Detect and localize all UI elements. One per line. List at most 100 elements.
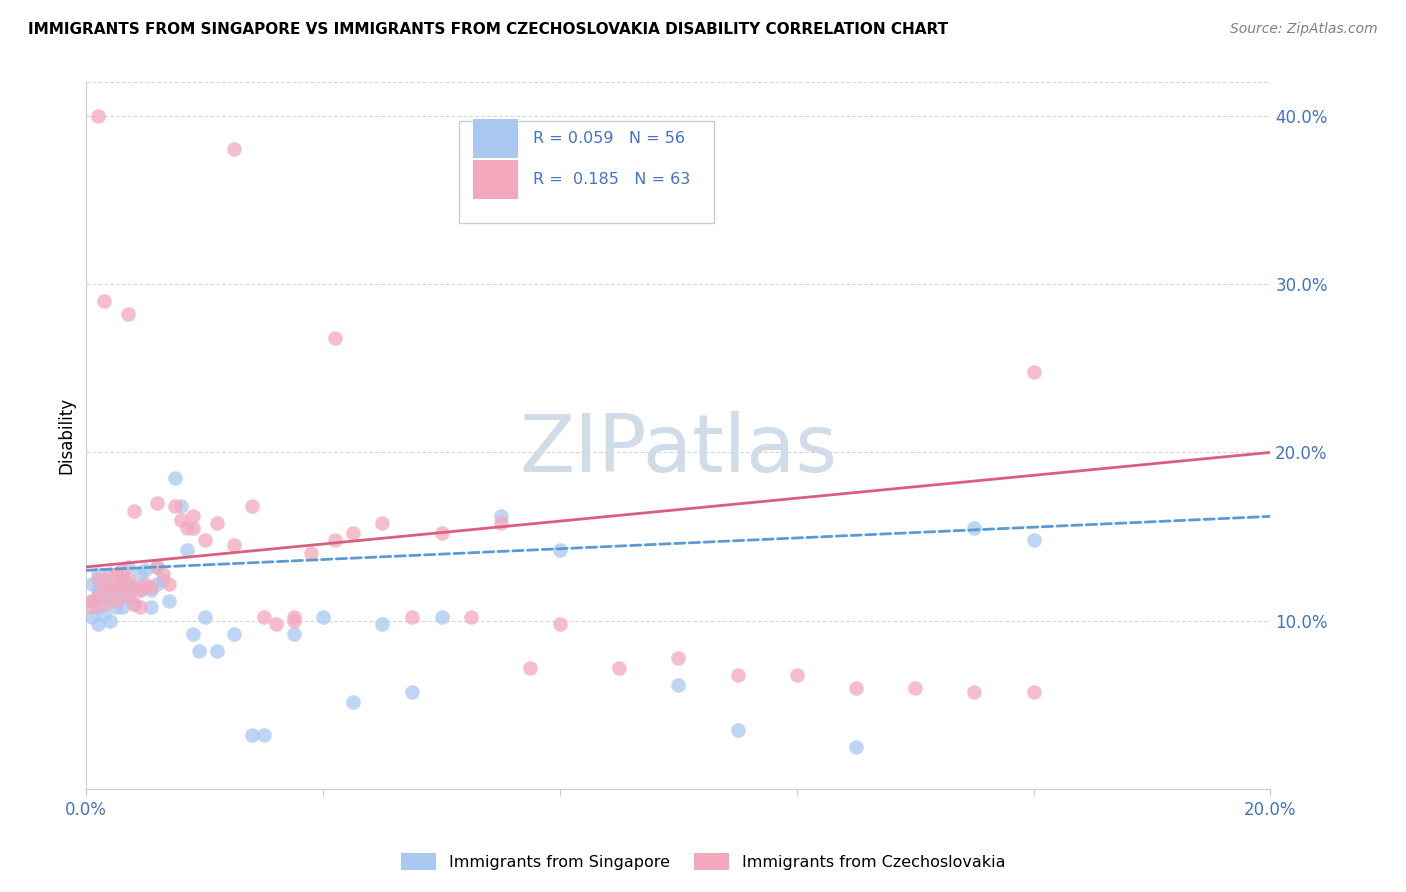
Point	[111, 580, 134, 594]
Point	[87, 617, 110, 632]
Point	[342, 695, 364, 709]
Point	[128, 566, 150, 581]
Legend: Immigrants from Singapore, Immigrants from Czechoslovakia: Immigrants from Singapore, Immigrants fr…	[395, 847, 1011, 877]
Point	[141, 600, 163, 615]
Point	[128, 600, 150, 615]
Point	[312, 610, 335, 624]
Point	[152, 566, 174, 581]
Point	[122, 504, 145, 518]
Point	[224, 142, 246, 156]
Point	[122, 597, 145, 611]
FancyBboxPatch shape	[474, 160, 519, 199]
Point	[323, 331, 346, 345]
Point	[283, 610, 305, 624]
Point	[401, 684, 423, 698]
Point	[141, 583, 163, 598]
Point	[963, 521, 986, 535]
Point	[82, 610, 104, 624]
Point	[181, 509, 204, 524]
Point	[122, 597, 145, 611]
Point	[117, 307, 139, 321]
Point	[93, 597, 115, 611]
Y-axis label: Disability: Disability	[58, 397, 75, 475]
Point	[1022, 684, 1045, 698]
Point	[146, 496, 169, 510]
Point	[205, 644, 228, 658]
Point	[299, 546, 322, 560]
Point	[111, 563, 134, 577]
Point	[134, 580, 156, 594]
Point	[165, 500, 187, 514]
Point	[666, 678, 689, 692]
Point	[342, 526, 364, 541]
Point	[181, 627, 204, 641]
Point	[194, 533, 217, 547]
Point	[134, 576, 156, 591]
Point	[176, 521, 198, 535]
Point	[666, 651, 689, 665]
Point	[111, 570, 134, 584]
Text: R = 0.059   N = 56: R = 0.059 N = 56	[533, 130, 685, 145]
Point	[128, 583, 150, 598]
Point	[240, 728, 263, 742]
Point	[283, 614, 305, 628]
Point	[87, 572, 110, 586]
Point	[548, 617, 571, 632]
Point	[82, 576, 104, 591]
Point	[727, 667, 749, 681]
Point	[87, 109, 110, 123]
Point	[122, 580, 145, 594]
Point	[104, 593, 127, 607]
Point	[253, 728, 276, 742]
Point	[489, 509, 512, 524]
Point	[170, 513, 193, 527]
Point	[845, 681, 868, 695]
Point	[727, 723, 749, 738]
Point	[460, 610, 482, 624]
Point	[146, 560, 169, 574]
Point	[323, 533, 346, 547]
Point	[181, 521, 204, 535]
Point	[194, 610, 217, 624]
Point	[146, 560, 169, 574]
Point	[104, 600, 127, 615]
Point	[128, 583, 150, 598]
Point	[93, 591, 115, 605]
Point	[93, 293, 115, 308]
Text: Source: ZipAtlas.com: Source: ZipAtlas.com	[1230, 22, 1378, 37]
Text: R =  0.185   N = 63: R = 0.185 N = 63	[533, 171, 690, 186]
Point	[141, 580, 163, 594]
Point	[157, 593, 180, 607]
Point	[117, 572, 139, 586]
Point	[607, 661, 630, 675]
Text: ZIPatlas: ZIPatlas	[519, 410, 838, 489]
Point	[87, 583, 110, 598]
Point	[87, 600, 110, 615]
Point	[157, 576, 180, 591]
Point	[205, 516, 228, 530]
Point	[117, 589, 139, 603]
Point	[146, 576, 169, 591]
Point	[82, 600, 104, 615]
Point	[134, 563, 156, 577]
Point	[963, 684, 986, 698]
Point	[98, 566, 121, 581]
Point	[519, 661, 541, 675]
Point	[170, 500, 193, 514]
Point	[240, 500, 263, 514]
Point	[111, 600, 134, 615]
Point	[264, 617, 287, 632]
Point	[489, 516, 512, 530]
Point	[104, 566, 127, 581]
Point	[548, 543, 571, 558]
Point	[98, 580, 121, 594]
Point	[371, 516, 394, 530]
Point	[845, 740, 868, 755]
Point	[82, 593, 104, 607]
FancyBboxPatch shape	[474, 119, 519, 158]
Point	[224, 627, 246, 641]
Point	[283, 627, 305, 641]
FancyBboxPatch shape	[460, 120, 714, 223]
Point	[93, 607, 115, 621]
Point	[98, 593, 121, 607]
